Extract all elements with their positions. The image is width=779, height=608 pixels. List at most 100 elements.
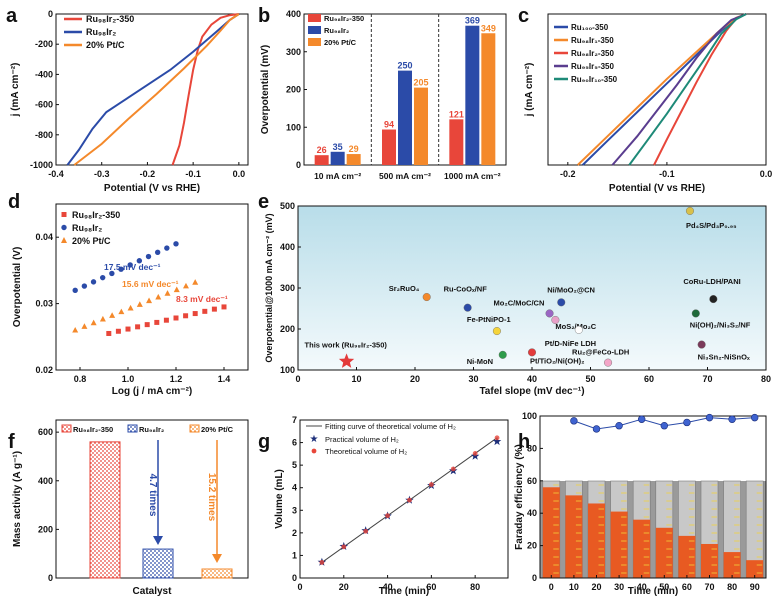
data-point (709, 295, 718, 304)
y-tick-label: 2 (292, 528, 297, 538)
point-label: Ru-CoOₓ/NF (444, 285, 488, 294)
x-tick-label: 0.0 (233, 169, 246, 179)
legend-swatch (61, 424, 72, 433)
panel-d-frame (55, 203, 249, 371)
legend-marker (61, 212, 67, 217)
data-point (118, 266, 124, 272)
data-point (211, 306, 217, 312)
data-point (691, 309, 700, 318)
y-tick-label: 100 (522, 411, 537, 421)
y-axis-label: Overpotential@1000 mA cm⁻² (mV) (264, 213, 274, 362)
x-tick-label: 70 (702, 374, 712, 384)
y-tick-label: 100 (280, 365, 295, 375)
point-label: MoS₂/Mo₂C (555, 322, 596, 331)
legend-swatch (127, 424, 138, 433)
legend-label: Ru₉₈Ir₁-350 (571, 36, 614, 45)
y-tick-label: 20 (527, 541, 537, 551)
data-point (615, 422, 623, 430)
bar-value-label: 121 (449, 109, 464, 119)
x-tick-label: 0 (295, 374, 300, 384)
liquid-fill (610, 511, 628, 578)
data-point-practical (492, 436, 502, 446)
bar (314, 155, 329, 165)
data-point (498, 350, 507, 359)
data-point (127, 262, 133, 268)
data-point (144, 322, 150, 328)
x-axis-label: Catalyst (133, 586, 173, 597)
panel-label-c: c (518, 5, 529, 27)
point-label: Ru₂@FeCo-LDH (572, 348, 629, 357)
point-label: This work (Ru₉₈Ir₂-350) (305, 340, 388, 349)
x-tick-label: 40 (527, 374, 537, 384)
bar (449, 119, 464, 165)
panel-label-d: d (8, 191, 20, 213)
y-tick-label: 0.04 (35, 232, 53, 242)
data-point (106, 330, 112, 336)
data-point-theoretical (385, 513, 390, 519)
data-point (125, 326, 131, 332)
data-point (183, 313, 189, 319)
y-tick-label: 0 (532, 573, 537, 583)
y-tick-label: 300 (286, 47, 301, 57)
data-point (574, 325, 583, 334)
legend-swatch (189, 424, 200, 433)
data-point (221, 304, 227, 310)
y-tick-label: 200 (286, 85, 301, 95)
liquid-fill (542, 487, 560, 578)
x-tick-label: 10 (351, 374, 361, 384)
data-point (202, 308, 208, 314)
x-tick-label: 80 (761, 374, 771, 384)
bar (481, 33, 496, 165)
x-tick-label: 30 (468, 374, 478, 384)
legend-swatch (308, 14, 321, 22)
data-point (72, 287, 78, 294)
panel-label-e: e (258, 191, 269, 213)
data-point (683, 418, 691, 427)
legend-swatch (308, 38, 321, 46)
x-axis-label: Time (min) (628, 586, 678, 597)
data-point (660, 422, 668, 430)
bar-value-label: 369 (465, 16, 480, 26)
x-tick-label: 20 (410, 374, 420, 384)
y-tick-label: -600 (35, 100, 53, 110)
x-tick-label: 60 (682, 582, 692, 592)
x-tick-label: 1.2 (170, 374, 183, 384)
slope-annotation: 17.5 mV dec⁻¹ (104, 262, 161, 272)
y-tick-label: -800 (35, 130, 53, 140)
x-tick-label: 1.0 (122, 374, 135, 384)
bar-value-label: 349 (481, 23, 496, 33)
y-tick-label: 0.03 (35, 299, 53, 309)
slope-annotation: 8.3 mV dec⁻¹ (176, 294, 228, 304)
y-tick-label: 40 (527, 508, 537, 518)
data-point-theoretical (494, 435, 500, 441)
panel-label-g: g (258, 431, 270, 453)
x-tick-label: 80 (470, 582, 480, 592)
y-tick-label: -200 (35, 39, 53, 49)
point-label: Ni-MoN (467, 357, 493, 366)
y-tick-label: 1 (292, 550, 297, 560)
x-tick-label: 0.0 (760, 169, 773, 179)
legend-label: Theoretical volume of H₂ (325, 447, 407, 456)
legend-marker: ★ (310, 434, 319, 445)
bar-value-label: 29 (349, 144, 359, 154)
data-point-star (338, 353, 355, 368)
data-point-theoretical (319, 560, 325, 565)
y-axis-label: Overpotential (V) (12, 247, 23, 328)
ratio-annotation: 4.7 times (147, 474, 158, 517)
plot-background (298, 206, 766, 370)
legend-marker (61, 237, 67, 243)
bar (142, 548, 174, 579)
y-tick-label: 80 (527, 443, 537, 453)
y-tick-label: 500 (280, 201, 295, 211)
bar-value-label: 250 (397, 61, 412, 71)
series-line (66, 13, 240, 166)
panel-label-b: b (258, 5, 270, 27)
legend-label: Ru₉₈Ir₂ (324, 26, 349, 35)
data-point (146, 297, 153, 304)
x-tick-label: 50 (585, 374, 595, 384)
point-label: Ni(OH)₂/Ni₃S₂/NF (690, 320, 751, 329)
bar (414, 87, 428, 165)
legend-label: Ru₉₈Ir₂-350 (73, 425, 113, 434)
bar-value-label: 94 (384, 120, 394, 130)
